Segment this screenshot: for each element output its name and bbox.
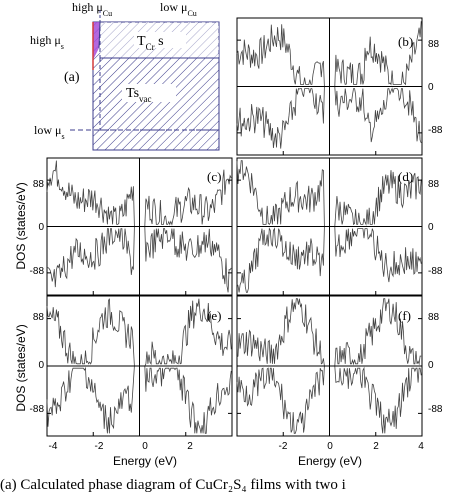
xtick-e-0: -4 <box>49 441 58 452</box>
y-axis-label-lower: DOS (states/eV) <box>14 324 28 411</box>
ytick-f-bottom: -88 <box>428 404 443 415</box>
ytick-e-zero: 0 <box>38 360 44 371</box>
dos-panel-e: (e) 88 0 -88 -4 -2 0 2 <box>30 295 233 452</box>
svg-text:Tsvac: Tsvac <box>126 86 152 104</box>
xtick-f-0: -2 <box>279 441 288 452</box>
region-main-label: Tsvac <box>122 84 176 104</box>
svg-text:TCr s: TCr s <box>137 34 164 52</box>
panel-label-c: (c) <box>207 169 221 184</box>
dos-panel-d: (d) 88 0 -88 <box>236 157 443 296</box>
ytick-e-bottom: -88 <box>30 404 45 415</box>
dos-panel-c: (c) 88 0 -88 <box>30 157 233 296</box>
panel-label-b: (b) <box>398 34 413 49</box>
ytick-e-top: 88 <box>33 312 45 323</box>
ytick-b-top: 88 <box>428 39 440 50</box>
ytick-b-zero: 0 <box>428 82 434 93</box>
panel-label-a: (a) <box>64 70 80 85</box>
xtick-e-1: -2 <box>95 441 104 452</box>
ytick-d-bottom: -88 <box>428 266 443 277</box>
ytick-b-bottom: -88 <box>428 125 443 136</box>
ytick-d-zero: 0 <box>428 222 434 233</box>
ytick-c-zero: 0 <box>38 222 44 233</box>
panel-label-d: (d) <box>398 169 413 184</box>
xtick-e-3: 2 <box>187 441 193 452</box>
phase-region-purple <box>93 22 100 60</box>
ytick-c-bottom: -88 <box>30 266 45 277</box>
x-axis-label-left: Energy (eV) <box>113 454 177 468</box>
ytick-f-zero: 0 <box>428 360 434 371</box>
figure-caption: (a) Calculated phase diagram of CuCr₂S₄ … <box>0 478 346 493</box>
ytick-c-top: 88 <box>33 179 45 190</box>
phase-diagram: (a) high μCu low μCu high μs low μs TCr … <box>30 0 220 151</box>
ytick-d-top: 88 <box>428 179 440 190</box>
x-axis-label-right: Energy (eV) <box>298 454 362 468</box>
ytick-f-top: 88 <box>428 312 440 323</box>
y-axis-label-upper: DOS (states/eV) <box>14 182 28 269</box>
label-high-mu-cu: high μCu <box>72 0 112 18</box>
xtick-e-2: 0 <box>142 441 148 452</box>
dos-panel-b: (b) 88 0 -88 <box>236 17 443 156</box>
figure: (a) high μCu low μCu high μs low μs TCr … <box>14 0 443 468</box>
label-low-mu-s: low μs <box>34 123 65 141</box>
label-high-mu-s: high μs <box>30 33 64 51</box>
panel-label-e: (e) <box>207 308 221 323</box>
xtick-f-3: 4 <box>418 441 424 452</box>
xtick-f-1: 0 <box>327 441 333 452</box>
region-top-label: TCr s <box>134 32 186 52</box>
panel-label-f: (f) <box>398 308 411 323</box>
xtick-f-2: 2 <box>373 441 379 452</box>
phase-box-main <box>99 57 220 131</box>
phase-boundary-slant <box>98 21 101 49</box>
dos-panel-f: (f) 88 0 -88 -2 0 2 4 <box>236 295 443 452</box>
label-low-mu-cu: low μCu <box>160 0 197 18</box>
